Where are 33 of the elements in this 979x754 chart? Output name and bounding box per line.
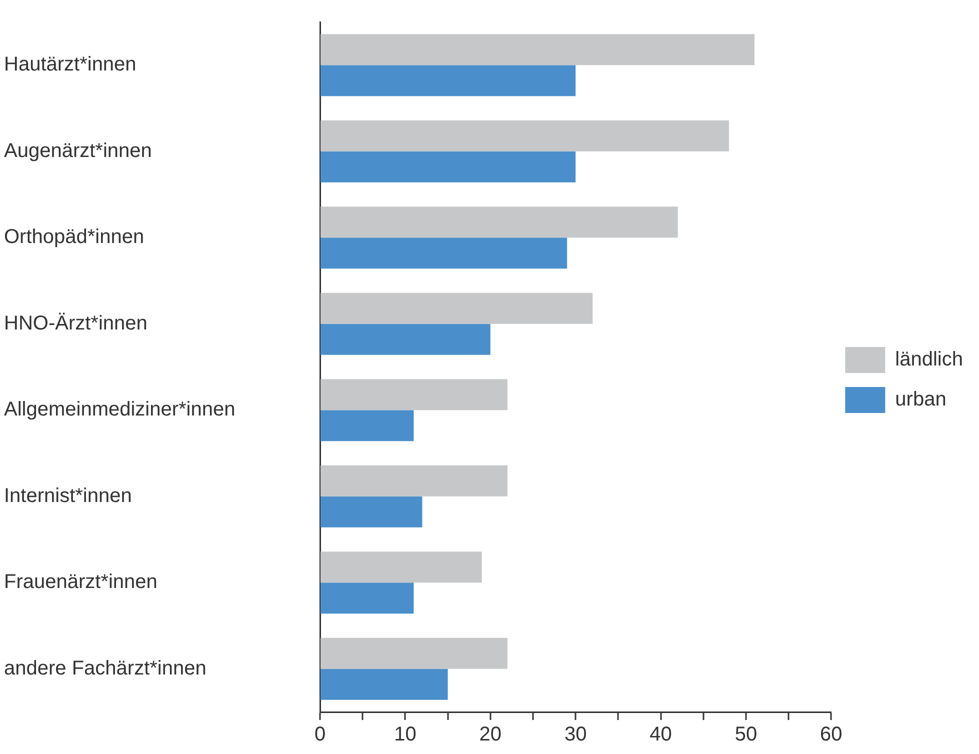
bar <box>320 638 508 669</box>
x-tick-label: 20 <box>479 724 502 746</box>
y-tick-label: andere Fachärzt*innen <box>4 657 206 680</box>
bar <box>320 120 729 152</box>
x-tick-label: 40 <box>650 724 672 746</box>
y-tick-label: Augenärzt*innen <box>4 140 152 162</box>
y-tick-label: Frauenärzt*innen <box>4 571 158 594</box>
y-tick-label: Orthopäd*innen <box>4 226 144 248</box>
legend-label: ländlich <box>895 348 964 371</box>
x-tick-label: 60 <box>820 724 842 746</box>
legend-label: urban <box>895 388 946 411</box>
bar <box>320 151 576 182</box>
y-tick-label: HNO-Ärzt*innen <box>4 312 148 334</box>
bar <box>320 465 508 496</box>
y-tick-label: Hautärzt*innen <box>4 54 136 76</box>
bar <box>320 324 490 355</box>
x-tick-label: 30 <box>564 724 587 746</box>
y-tick-label: Internist*innen <box>4 484 132 507</box>
bar <box>320 34 754 66</box>
x-tick-label: 10 <box>394 724 416 746</box>
y-tick-label: Allgemeinmediziner*innen <box>4 398 236 421</box>
bar <box>320 65 576 96</box>
bar <box>320 206 678 238</box>
x-tick-label: 50 <box>734 724 758 746</box>
bar <box>320 410 414 442</box>
bar <box>320 668 448 700</box>
bar <box>320 496 422 528</box>
bar <box>320 552 482 583</box>
bar <box>320 238 568 269</box>
bar <box>320 582 414 614</box>
bar <box>320 292 593 324</box>
bar <box>320 379 508 410</box>
x-tick-label: 0 <box>314 724 326 746</box>
